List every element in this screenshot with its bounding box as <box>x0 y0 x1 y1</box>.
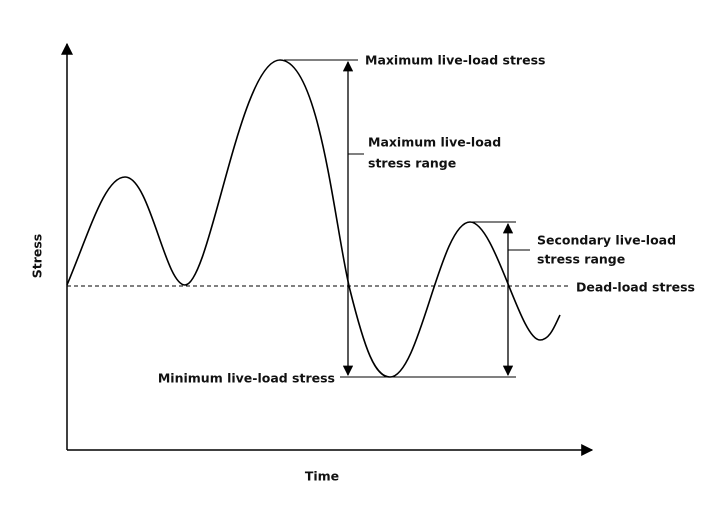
label: Maximum live-load stress <box>365 53 545 68</box>
label: Secondary live-load <box>537 233 676 248</box>
label: stress range <box>368 156 456 171</box>
axis-label: Time <box>305 469 339 484</box>
label: stress range <box>537 252 625 267</box>
label: Dead-load stress <box>576 280 695 295</box>
label: Maximum live-load <box>368 135 501 150</box>
axis-label: Stress <box>30 234 45 279</box>
stress-curve <box>66 59 561 378</box>
label: Minimum live-load stress <box>158 371 335 386</box>
